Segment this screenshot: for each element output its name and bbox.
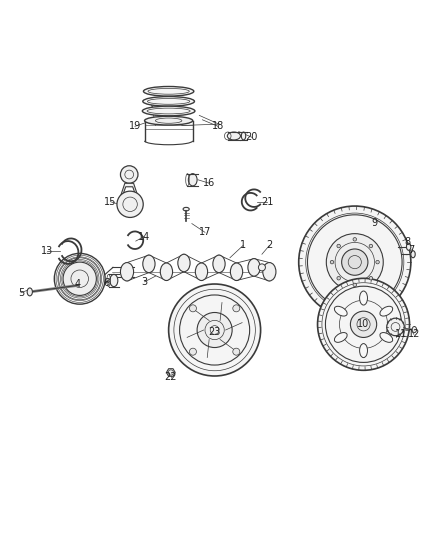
Circle shape	[369, 277, 373, 280]
Ellipse shape	[411, 251, 415, 258]
Text: 21: 21	[261, 197, 273, 207]
Ellipse shape	[360, 291, 367, 305]
Ellipse shape	[120, 263, 134, 281]
Ellipse shape	[412, 327, 417, 333]
Text: 11: 11	[395, 329, 407, 340]
Circle shape	[169, 284, 261, 376]
Ellipse shape	[195, 263, 208, 280]
Text: 8: 8	[404, 237, 410, 247]
Circle shape	[353, 238, 357, 241]
Circle shape	[258, 264, 265, 271]
Text: 16: 16	[203, 178, 215, 188]
Ellipse shape	[143, 255, 155, 273]
Ellipse shape	[334, 306, 347, 316]
Ellipse shape	[213, 255, 225, 273]
Circle shape	[350, 311, 377, 337]
Ellipse shape	[227, 132, 240, 140]
Circle shape	[337, 277, 340, 280]
Text: 23: 23	[208, 327, 221, 337]
Text: 12: 12	[408, 329, 420, 340]
Ellipse shape	[183, 207, 189, 211]
Ellipse shape	[188, 174, 197, 186]
Ellipse shape	[27, 288, 32, 296]
Ellipse shape	[143, 86, 194, 96]
Text: 1: 1	[240, 240, 246, 251]
Circle shape	[233, 348, 240, 355]
Circle shape	[330, 260, 334, 264]
Ellipse shape	[110, 274, 118, 287]
Circle shape	[190, 348, 197, 355]
Circle shape	[233, 305, 240, 312]
Ellipse shape	[145, 116, 193, 125]
Circle shape	[120, 166, 138, 183]
Ellipse shape	[178, 254, 190, 272]
Ellipse shape	[248, 259, 260, 276]
Text: 13: 13	[41, 246, 53, 256]
Text: 18: 18	[212, 122, 224, 131]
Circle shape	[326, 233, 383, 290]
Circle shape	[387, 318, 404, 336]
Text: 6: 6	[103, 278, 109, 288]
Text: 19: 19	[129, 122, 141, 131]
Circle shape	[117, 191, 143, 217]
Text: 9: 9	[371, 217, 378, 228]
Text: 4: 4	[75, 279, 81, 289]
Ellipse shape	[143, 96, 194, 106]
Circle shape	[342, 249, 368, 275]
Circle shape	[369, 244, 373, 248]
Ellipse shape	[241, 132, 246, 140]
Ellipse shape	[142, 106, 195, 116]
Ellipse shape	[230, 263, 243, 280]
Circle shape	[337, 244, 340, 248]
Circle shape	[54, 253, 105, 304]
Circle shape	[190, 305, 197, 312]
Circle shape	[376, 260, 379, 264]
Text: 10: 10	[357, 319, 370, 329]
Circle shape	[353, 283, 357, 287]
Text: 2: 2	[266, 240, 272, 251]
Ellipse shape	[360, 344, 367, 358]
Polygon shape	[166, 369, 175, 376]
Circle shape	[63, 262, 96, 295]
Polygon shape	[118, 183, 141, 204]
Text: 3: 3	[141, 277, 148, 287]
Text: 22: 22	[165, 372, 177, 382]
Ellipse shape	[334, 333, 347, 342]
Text: 20: 20	[246, 132, 258, 142]
Circle shape	[318, 278, 410, 370]
Ellipse shape	[263, 263, 276, 281]
Text: 17: 17	[199, 228, 211, 237]
Circle shape	[299, 206, 411, 318]
Text: 5: 5	[18, 288, 24, 298]
Ellipse shape	[380, 306, 393, 316]
Text: 14: 14	[138, 232, 150, 242]
Text: 15: 15	[104, 197, 117, 207]
Ellipse shape	[406, 243, 411, 251]
Ellipse shape	[380, 333, 393, 342]
Ellipse shape	[160, 263, 173, 280]
Circle shape	[197, 312, 232, 348]
Text: 7: 7	[409, 245, 415, 255]
